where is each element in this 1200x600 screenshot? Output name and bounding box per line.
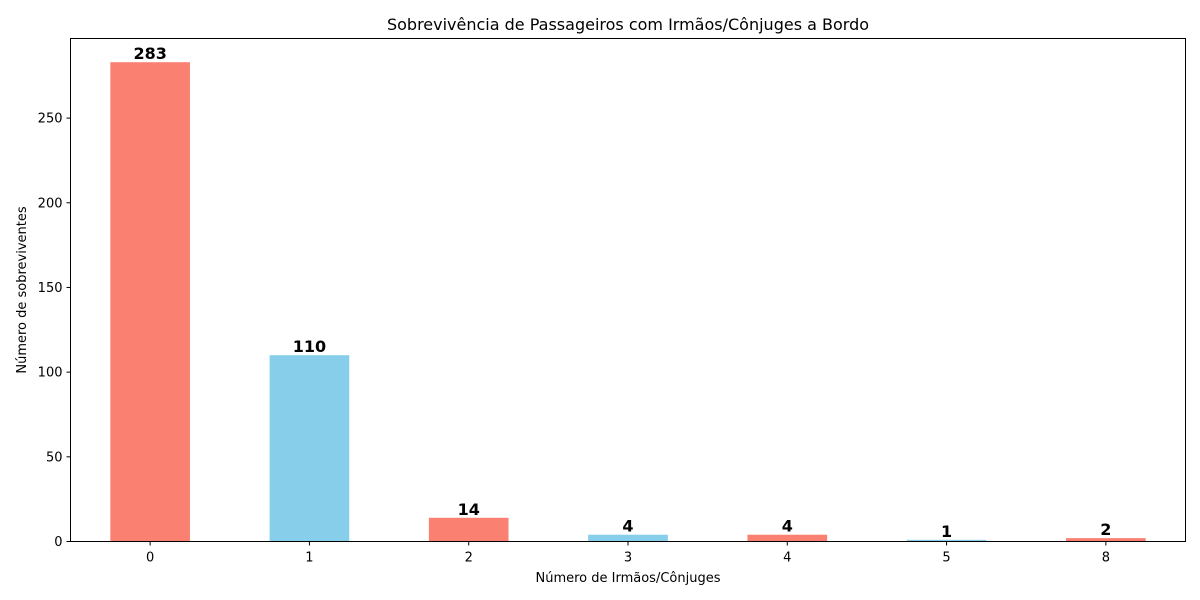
data-label-4: 4	[782, 517, 793, 536]
x-axis: 0 1 2 3 4 5 8	[146, 541, 1110, 566]
x-tick-label-0: 0	[146, 551, 154, 566]
data-labels-group: 283 110 14 4 4 1 2	[133, 44, 1111, 541]
bar-1	[269, 355, 350, 542]
bar-0	[110, 62, 190, 542]
bar-8	[1066, 538, 1146, 542]
bars-group	[110, 62, 1146, 542]
x-tick-label-4: 4	[783, 551, 791, 566]
x-tick-label-1: 1	[305, 551, 313, 566]
x-tick-label-5: 5	[942, 551, 950, 566]
data-label-1: 110	[293, 337, 326, 356]
y-tick-label-0: 0	[54, 535, 62, 550]
bar-5	[906, 539, 987, 542]
data-label-8: 2	[1100, 520, 1111, 539]
x-axis-label: Número de Irmãos/Cônjuges	[536, 571, 721, 586]
bar-4	[747, 534, 828, 542]
data-label-3: 4	[622, 517, 633, 536]
y-tick-label-50: 50	[46, 450, 63, 465]
y-axis-label: Número de sobreviventes	[15, 206, 30, 374]
data-label-5: 1	[941, 522, 952, 541]
x-tick-label-8: 8	[1102, 551, 1110, 566]
y-tick-label-150: 150	[38, 281, 63, 296]
y-tick-label-100: 100	[38, 366, 63, 381]
x-tick-label-2: 2	[465, 551, 473, 566]
data-label-0: 283	[133, 44, 166, 63]
bar-2	[428, 517, 509, 542]
data-label-2: 14	[458, 500, 480, 519]
x-tick-label-3: 3	[624, 551, 632, 566]
y-tick-label-250: 250	[38, 112, 63, 127]
y-tick-label-200: 200	[38, 196, 63, 211]
plot-frame	[70, 38, 1186, 542]
chart-title: Sobrevivência de Passageiros com Irmãos/…	[387, 15, 869, 34]
bar-3	[588, 534, 668, 542]
y-axis: 0 50 100 150 200 250	[38, 112, 71, 550]
